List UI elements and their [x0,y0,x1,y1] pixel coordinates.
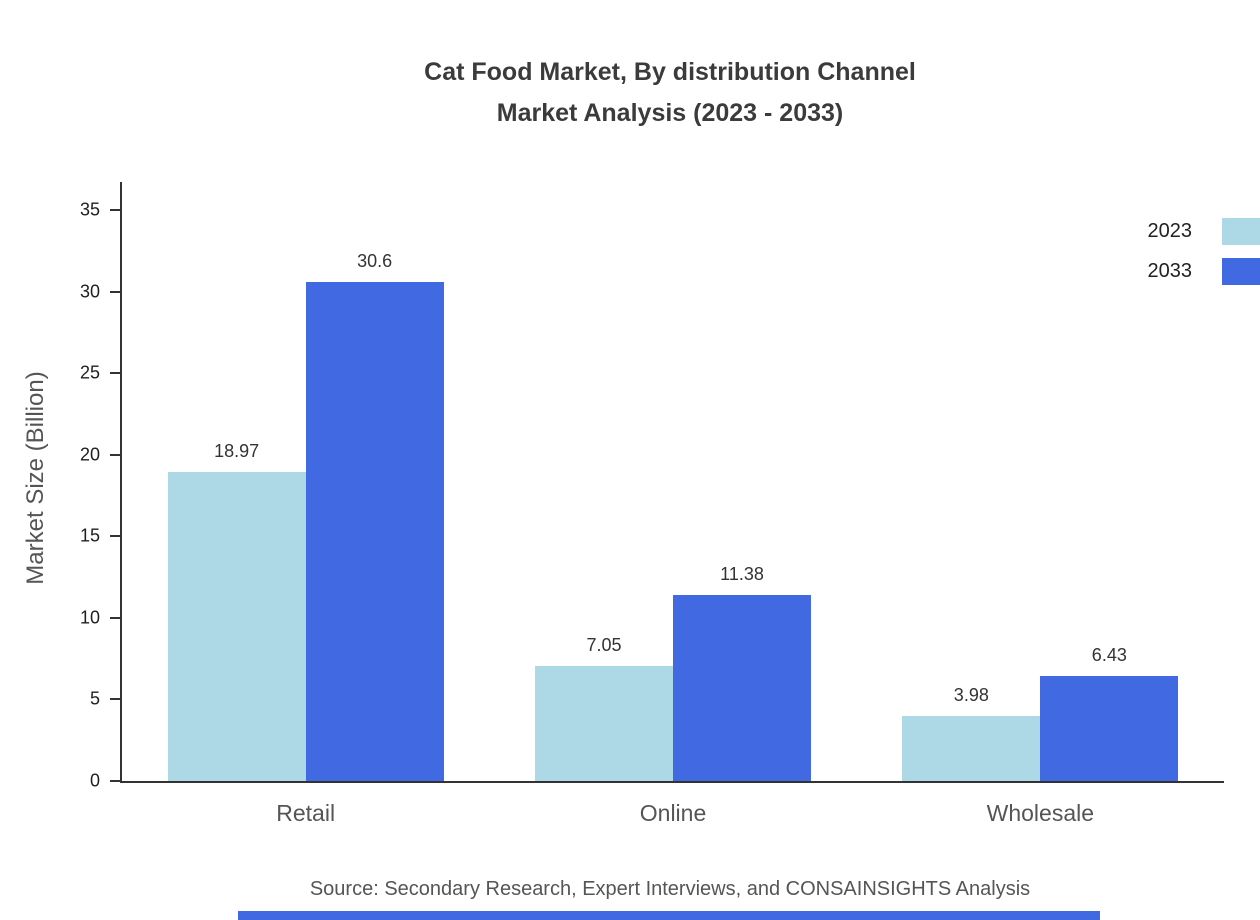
y-tick-label: 15 [79,525,100,546]
bar-value-label: 3.98 [953,685,989,706]
footer-accent-bar [238,911,1100,920]
y-tick-label: 20 [79,444,100,465]
chart-title-line1: Cat Food Market, By distribution Channel [424,58,916,86]
legend-label: 2033 [1147,260,1193,282]
y-axis-label: Market Size (Billion) [22,371,49,585]
plot-area: 0 5 10 15 20 25 30 35 18.97 30.6 Retail 7.05 11.38 On… [80,182,1224,826]
y-tick-label: 30 [79,281,100,302]
y-tick [110,780,122,782]
y-tick [110,535,122,538]
bar-value-label: 6.43 [1091,645,1127,666]
y-tick-label: 10 [79,607,100,628]
y-tick-label: 35 [79,199,100,220]
y-tick [110,453,122,456]
legend-item-2033: 2033 [1148,258,1260,285]
y-tick-label: 5 [89,688,100,709]
bar-2033-wholesale [1040,676,1179,781]
legend-label: 2023 [1147,220,1193,242]
bar-2023-retail [167,471,306,781]
y-tick [110,616,122,619]
chart-title-line2: Market Analysis (2023 - 2033) [496,99,844,127]
bar-2023-wholesale [902,716,1041,781]
legend-item-2023: 2023 [1148,218,1260,245]
bar-value-label: 30.6 [357,250,393,271]
legend-swatch [1222,258,1260,285]
chart-title: Cat Food Market, By distribution Channel… [80,52,1260,134]
bar-2033-retail [305,281,444,781]
bar-2023-online [535,665,673,781]
category-label-retail: Retail [276,800,336,826]
category-label-online: Online [639,800,707,826]
bar-value-label: 11.38 [720,564,764,585]
source-note: Source: Secondary Research, Expert Inter… [309,878,1031,900]
y-tick [110,698,122,701]
legend: 2023 2033 [1148,218,1260,285]
y-tick [110,290,122,293]
y-tick [110,209,122,211]
category-label-wholesale: Wholesale [986,800,1095,826]
bar-2033-online [673,595,811,781]
y-tick-label: 25 [79,362,100,383]
legend-swatch [1222,218,1260,245]
y-tick-label: 0 [89,770,100,791]
bar-value-label: 7.05 [586,634,622,655]
y-tick [110,372,122,375]
bar-value-label: 18.97 [214,440,260,461]
